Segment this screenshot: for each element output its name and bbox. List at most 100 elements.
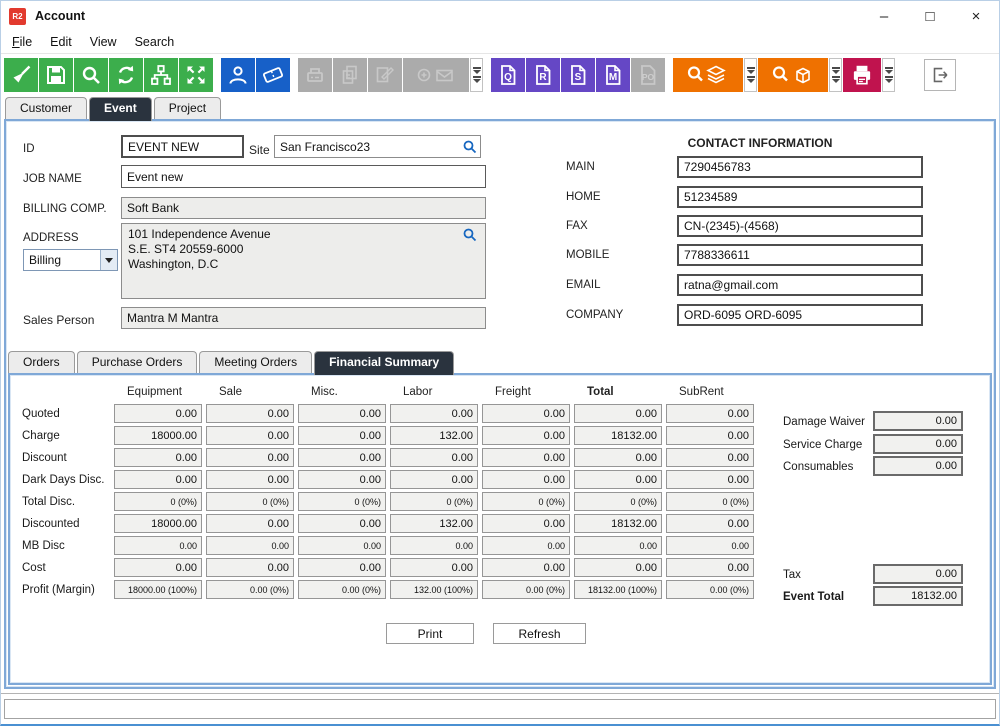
- bottom-divider: [1, 693, 999, 694]
- table-cell: 0.00: [482, 558, 570, 577]
- table-cell: 0.00: [666, 470, 754, 489]
- menu-item-view[interactable]: View: [89, 35, 117, 49]
- table-cell: 0.00: [206, 536, 294, 555]
- table-cell: 0.00: [206, 426, 294, 445]
- minimize-button[interactable]: –: [879, 7, 889, 25]
- refresh-button[interactable]: Refresh: [493, 623, 586, 644]
- menu-item-search[interactable]: Search: [134, 35, 175, 49]
- expand-icon[interactable]: [179, 57, 213, 92]
- financial-row: Discount 0.00 0.00 0.00 0.00 0.00 0.00 0.00: [18, 448, 754, 467]
- chevron-down-icon[interactable]: [882, 57, 895, 92]
- close-button[interactable]: ×: [971, 7, 981, 25]
- clear-icon[interactable]: [4, 57, 38, 92]
- main-phone-field[interactable]: [677, 156, 923, 178]
- table-cell: 0.00: [298, 470, 386, 489]
- home-phone-field[interactable]: [677, 186, 923, 208]
- table-cell: 0.00: [206, 514, 294, 533]
- print-button[interactable]: Print: [386, 623, 474, 644]
- table-cell: 0 (0%): [482, 492, 570, 511]
- chevron-down-icon[interactable]: [829, 57, 842, 92]
- email-field[interactable]: [677, 274, 923, 296]
- search-product-icon[interactable]: [758, 57, 828, 92]
- tab-customer[interactable]: Customer: [5, 97, 88, 119]
- quote-letter: Q: [504, 71, 512, 83]
- toolbar: Q R S M PO: [1, 54, 999, 95]
- table-cell: 0 (0%): [298, 492, 386, 511]
- print-icon[interactable]: [843, 57, 881, 92]
- edit-document-icon: [368, 57, 402, 92]
- menu-item-edit[interactable]: Edit: [50, 35, 72, 49]
- table-cell: 132.00: [390, 514, 478, 533]
- table-cell: 18000.00: [114, 514, 202, 533]
- fax-field[interactable]: [677, 215, 923, 237]
- tab-event[interactable]: Event: [89, 97, 152, 121]
- refresh-icon[interactable]: [109, 57, 143, 92]
- financial-row: MB Disc 0.00 0.00 0.00 0.00 0.00 0.00 0.00: [18, 536, 754, 555]
- column-header: Misc.: [311, 385, 338, 398]
- consumables-field[interactable]: [873, 456, 963, 476]
- meeting-letter: M: [608, 71, 618, 83]
- combo-arrow-icon[interactable]: [100, 250, 117, 270]
- maximize-button[interactable]: □: [925, 7, 935, 25]
- tab-financial-summary[interactable]: Financial Summary: [314, 351, 455, 375]
- title-bar: R2 Account – □ ×: [1, 1, 999, 31]
- financial-table: Equipment Sale Misc. Labor Freight Total SubRe…: [14, 379, 758, 602]
- meeting-document-icon[interactable]: M: [596, 57, 630, 92]
- column-header: Freight: [495, 385, 531, 398]
- damage-waiver-field[interactable]: [873, 411, 963, 431]
- save-icon[interactable]: [39, 57, 73, 92]
- table-cell: 0 (0%): [574, 492, 662, 511]
- financial-row: Cost 0.00 0.00 0.00 0.00 0.00 0.00 0.00: [18, 558, 754, 577]
- financial-header-row: Equipment Sale Misc. Labor Freight Total SubRe…: [18, 382, 754, 401]
- table-cell: 0.00: [390, 558, 478, 577]
- service-charge-field[interactable]: [873, 434, 963, 454]
- hierarchy-icon[interactable]: [144, 57, 178, 92]
- address-search-icon[interactable]: [462, 227, 478, 243]
- address-box[interactable]: 101 Independence Avenue S.E. ST4 20559-6…: [121, 223, 486, 299]
- table-cell: 18000.00 (100%): [114, 580, 202, 599]
- table-cell: 0.00: [114, 536, 202, 555]
- id-field[interactable]: [121, 135, 244, 158]
- row-label: Discounted: [22, 517, 80, 530]
- table-cell: 0.00: [390, 448, 478, 467]
- exit-icon[interactable]: [924, 58, 956, 91]
- status-bar: [4, 699, 996, 719]
- tab-project[interactable]: Project: [153, 97, 222, 119]
- table-cell: 0.00: [206, 558, 294, 577]
- reservation-letter: R: [539, 71, 547, 83]
- row-label: Cost: [22, 561, 46, 574]
- ticket-icon[interactable]: [256, 57, 290, 92]
- tab-orders[interactable]: Orders: [8, 351, 75, 373]
- contact-person-icon[interactable]: [221, 57, 255, 92]
- financial-summary-panel: Equipment Sale Misc. Labor Freight Total SubRe…: [8, 373, 992, 685]
- mobile-field[interactable]: [677, 244, 923, 266]
- company-label: COMPANY: [566, 309, 624, 321]
- tax-label: Tax: [783, 569, 801, 581]
- column-header: SubRent: [679, 385, 724, 398]
- table-cell: 0.00: [114, 470, 202, 489]
- sales-document-icon[interactable]: S: [561, 57, 595, 92]
- chevron-down-icon[interactable]: [744, 57, 757, 92]
- reservation-document-icon[interactable]: R: [526, 57, 560, 92]
- address-type-combo[interactable]: Billing: [23, 249, 118, 271]
- window-title: Account: [35, 9, 85, 23]
- tab-purchase-orders[interactable]: Purchase Orders: [76, 351, 198, 373]
- search-icon[interactable]: [74, 57, 108, 92]
- chevron-down-icon[interactable]: [470, 57, 483, 92]
- table-cell: 0.00: [574, 448, 662, 467]
- main-phone-label: MAIN: [566, 161, 595, 173]
- tax-field[interactable]: [873, 564, 963, 584]
- site-field[interactable]: [274, 135, 481, 158]
- search-inventory-icon[interactable]: [673, 57, 743, 92]
- menu-item-file[interactable]: File: [12, 35, 33, 49]
- quote-document-icon[interactable]: Q: [491, 57, 525, 92]
- table-cell: 0.00: [666, 448, 754, 467]
- po-letters: PO: [641, 72, 655, 82]
- site-search-icon[interactable]: [462, 139, 478, 155]
- table-cell: 0.00 (0%): [666, 580, 754, 599]
- tab-meeting-orders[interactable]: Meeting Orders: [199, 351, 313, 373]
- job-name-field[interactable]: [121, 165, 486, 188]
- home-phone-label: HOME: [566, 191, 601, 203]
- company-field[interactable]: [677, 304, 923, 326]
